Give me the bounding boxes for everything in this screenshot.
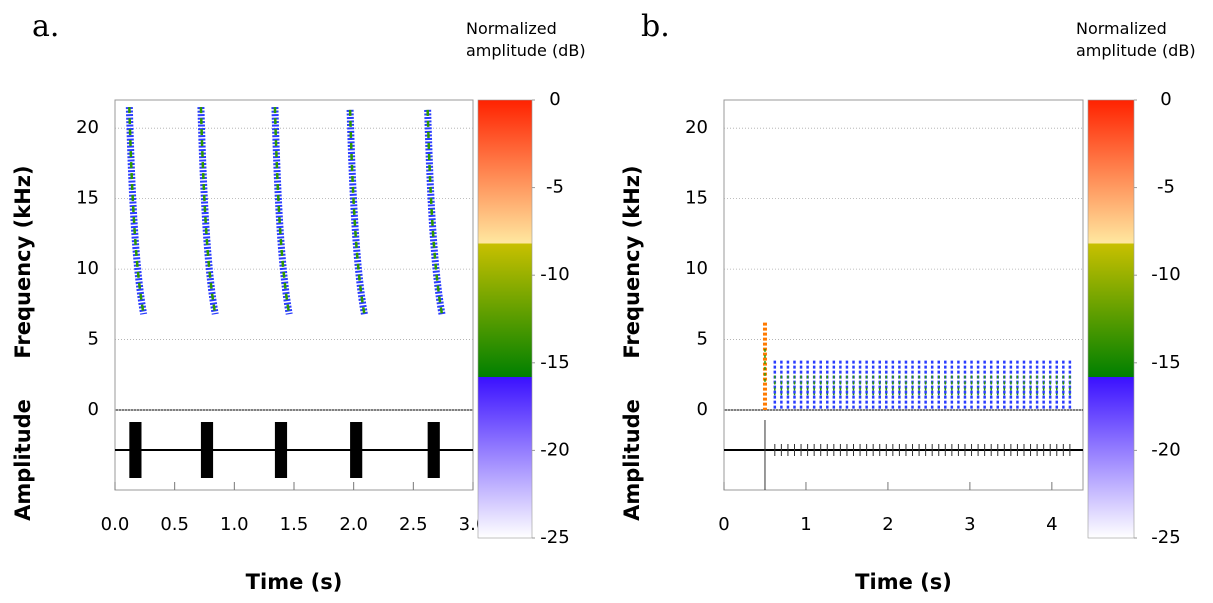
x-axis-title: Time (s) [855, 570, 952, 594]
x-tick-label: 1.0 [220, 514, 249, 535]
x-tick-label: 2.0 [339, 514, 368, 535]
x-axis-title: Time (s) [246, 570, 343, 594]
call-energy [271, 106, 293, 315]
call-energy [197, 106, 219, 315]
y-tick-label: 5 [88, 329, 99, 350]
colorbar-tick-label: -15 [540, 352, 569, 373]
colorbar-tick-label: -5 [546, 177, 564, 198]
colorbar-tick-label: -20 [1151, 439, 1180, 460]
x-tick-label: 0.0 [101, 514, 130, 535]
call-energy [346, 109, 368, 315]
colorbar-tick-label: -15 [1151, 352, 1180, 373]
x-tick-label: 1.5 [280, 514, 309, 535]
x-tick-label: 2 [882, 514, 893, 535]
oscillogram-burst [350, 422, 363, 478]
plot-frame [114, 99, 474, 491]
colorbar-tick-label: 0 [1160, 89, 1171, 110]
call-core [348, 109, 366, 315]
oscillogram-burst [274, 422, 288, 478]
colorbar-tick-label: -25 [540, 527, 569, 548]
y2-axis-title: Amplitude [11, 399, 35, 521]
y-axis-title: Frequency (kHz) [11, 165, 35, 358]
call-core [128, 107, 145, 315]
call-energy [424, 109, 446, 315]
colorbar-title-box: Normalized amplitude (dB) [466, 19, 586, 60]
colorbar-tick-label: -20 [540, 439, 569, 460]
x-tick-label: 0 [718, 514, 729, 535]
colorbar [1087, 99, 1135, 539]
colorbar-tick-label: -10 [1151, 264, 1180, 285]
oscillogram-burst [427, 422, 440, 478]
oscillogram-burst [129, 422, 142, 478]
colorbar-tick-label: 0 [549, 89, 560, 110]
y-tick-label: 15 [685, 188, 708, 209]
panel-label: b. [641, 9, 670, 44]
colorbar-tick-label: -10 [540, 264, 569, 285]
y-tick-label: 0 [697, 399, 708, 420]
y-axis-title: Frequency (kHz) [620, 165, 644, 358]
y-tick-label: 5 [697, 329, 708, 350]
oscillogram-burst [200, 422, 214, 478]
call-energy [125, 106, 148, 315]
y-tick-label: 10 [685, 258, 708, 279]
call-core [199, 107, 217, 315]
colorbar-tick-label: -5 [1157, 177, 1175, 198]
y2-axis-title: Amplitude [620, 399, 644, 521]
colorbar [477, 99, 533, 539]
x-tick-label: 3 [964, 514, 975, 535]
call-core [426, 109, 444, 315]
plot-frame [723, 99, 1084, 491]
colorbar-title-box: Normalized amplitude (dB) [1076, 19, 1196, 60]
x-tick-label: 1 [800, 514, 811, 535]
y-tick-label: 10 [76, 258, 99, 279]
x-tick-label: 0.5 [160, 514, 189, 535]
colorbar-title: Normalized amplitude (dB) [466, 19, 586, 60]
colorbar-title: Normalized amplitude (dB) [1076, 19, 1196, 60]
y-tick-label: 20 [76, 117, 99, 138]
call-core [273, 107, 291, 315]
x-tick-label: 4 [1046, 514, 1057, 535]
x-tick-label: 2.5 [399, 514, 428, 535]
y-tick-label: 0 [88, 399, 99, 420]
panel-label: a. [32, 9, 59, 44]
y-tick-label: 15 [76, 188, 99, 209]
y-tick-label: 20 [685, 117, 708, 138]
colorbar-tick-label: -25 [1151, 527, 1180, 548]
